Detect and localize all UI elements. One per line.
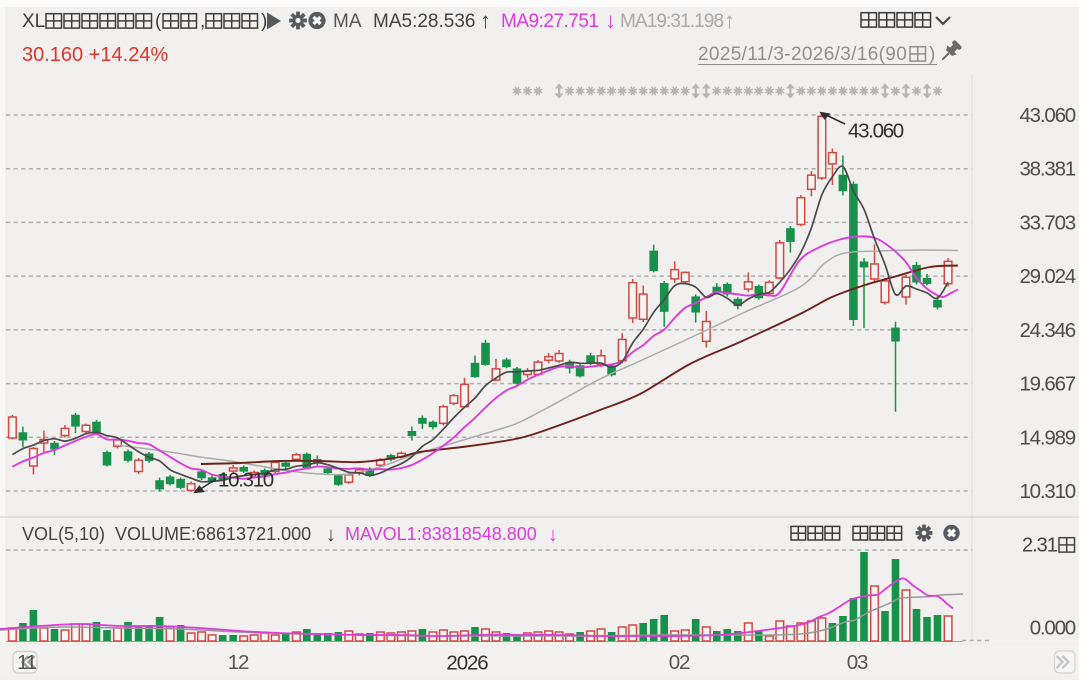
svg-text:12: 12 [228, 651, 249, 674]
svg-text:2.31: 2.31 [1022, 535, 1058, 557]
svg-text:0.000: 0.000 [1030, 617, 1076, 640]
svg-text:↓: ↓ [326, 524, 336, 546]
svg-text:MA9:27.751: MA9:27.751 [501, 11, 598, 32]
svg-text:14.989: 14.989 [1019, 426, 1075, 449]
svg-text:43.060: 43.060 [1019, 104, 1075, 127]
svg-text:38.381: 38.381 [1019, 158, 1075, 181]
svg-text:29.024: 29.024 [1019, 265, 1075, 288]
svg-text:19.667: 19.667 [1019, 373, 1075, 396]
svg-text:↓: ↓ [605, 8, 616, 33]
svg-text:02: 02 [669, 651, 690, 674]
svg-text:↑: ↑ [724, 8, 735, 33]
svg-text:): ) [929, 44, 935, 65]
svg-text:MA19:31.198: MA19:31.198 [620, 11, 723, 32]
svg-text:2025/11/3-2026/3/16(90: 2025/11/3-2026/3/16(90 [698, 44, 907, 65]
svg-text:↓: ↓ [548, 524, 558, 546]
svg-text:↑: ↑ [480, 8, 491, 33]
svg-text:VOLUME:68613721.000: VOLUME:68613721.000 [115, 524, 311, 544]
svg-text:43.060: 43.060 [848, 120, 904, 143]
svg-text:MA: MA [333, 11, 362, 32]
svg-text:MAVOL1:83818548.800: MAVOL1:83818548.800 [345, 524, 537, 544]
svg-text:XL: XL [22, 11, 45, 32]
svg-text:03: 03 [847, 651, 868, 674]
svg-text:10.310: 10.310 [218, 469, 274, 492]
svg-text:): ) [261, 11, 267, 32]
svg-text:10.310: 10.310 [1019, 480, 1075, 503]
svg-text:MA5:28.536: MA5:28.536 [373, 11, 475, 32]
svg-text:2026: 2026 [446, 652, 488, 675]
svg-text:(: ( [155, 11, 162, 32]
svg-text:24.346: 24.346 [1019, 319, 1075, 342]
svg-text:30.160 +14.24%: 30.160 +14.24% [22, 44, 168, 66]
svg-text:,: , [200, 11, 205, 32]
svg-text:33.703: 33.703 [1019, 211, 1075, 234]
svg-text:11: 11 [17, 651, 37, 674]
svg-text:VOL(5,10): VOL(5,10) [22, 524, 105, 544]
